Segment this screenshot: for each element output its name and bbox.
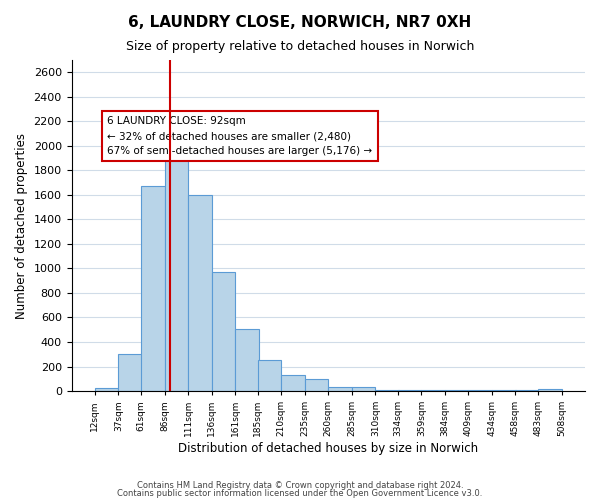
Bar xyxy=(281,375,305,391)
Text: Contains public sector information licensed under the Open Government Licence v3: Contains public sector information licen… xyxy=(118,488,482,498)
X-axis label: Distribution of detached houses by size in Norwich: Distribution of detached houses by size … xyxy=(178,442,478,455)
Bar xyxy=(376,390,399,391)
Bar xyxy=(235,329,259,391)
Text: 6 LAUNDRY CLOSE: 92sqm
← 32% of detached houses are smaller (2,480)
67% of semi-: 6 LAUNDRY CLOSE: 92sqm ← 32% of detached… xyxy=(107,116,373,156)
Bar xyxy=(118,354,142,391)
Bar xyxy=(212,272,235,391)
Bar xyxy=(188,195,212,391)
Text: Contains HM Land Registry data © Crown copyright and database right 2024.: Contains HM Land Registry data © Crown c… xyxy=(137,481,463,490)
Bar xyxy=(352,388,376,391)
Bar xyxy=(492,390,515,391)
Bar xyxy=(398,390,421,391)
Text: 6, LAUNDRY CLOSE, NORWICH, NR7 0XH: 6, LAUNDRY CLOSE, NORWICH, NR7 0XH xyxy=(128,15,472,30)
Y-axis label: Number of detached properties: Number of detached properties xyxy=(15,132,28,318)
Bar xyxy=(95,388,118,391)
Bar xyxy=(445,390,469,391)
Text: Size of property relative to detached houses in Norwich: Size of property relative to detached ho… xyxy=(126,40,474,53)
Bar xyxy=(469,390,492,391)
Bar xyxy=(538,388,562,391)
Bar xyxy=(305,379,328,391)
Bar xyxy=(141,186,164,391)
Bar xyxy=(515,390,538,391)
Bar xyxy=(328,388,352,391)
Bar xyxy=(257,360,281,391)
Bar xyxy=(164,128,188,391)
Bar xyxy=(421,390,445,391)
